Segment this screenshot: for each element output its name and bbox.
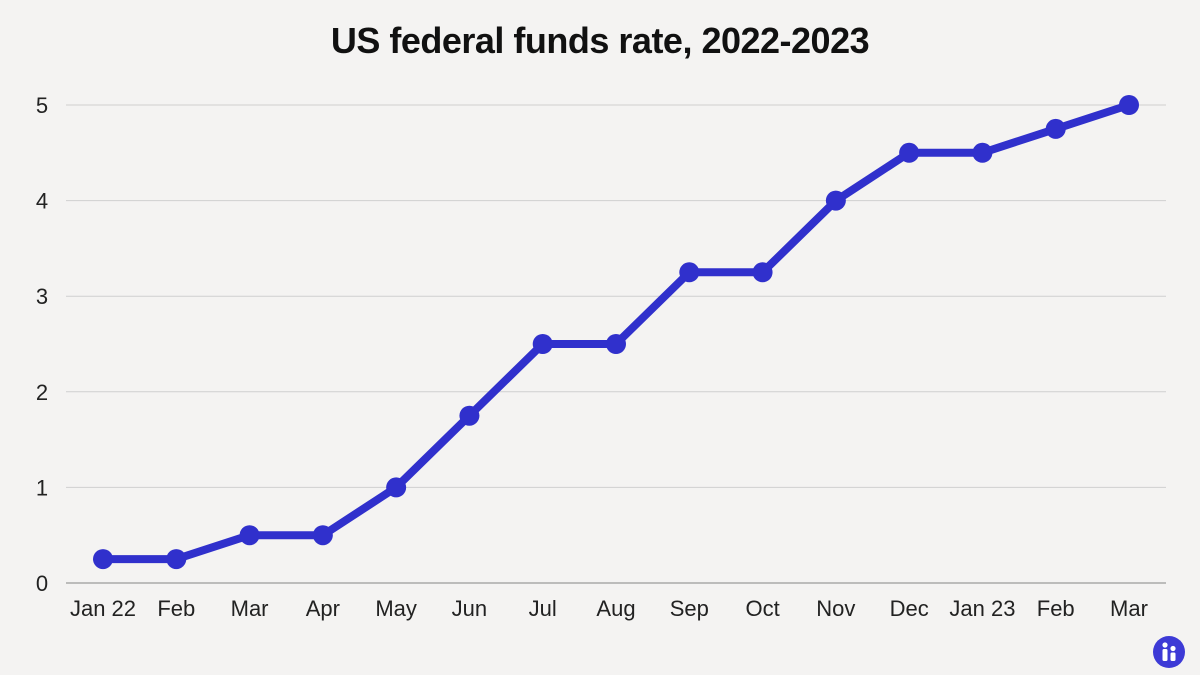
data-point: [752, 262, 773, 283]
x-tick-label: Jan 22: [70, 596, 136, 621]
data-point: [899, 142, 920, 163]
x-tick-label: Feb: [1037, 596, 1075, 621]
data-point: [386, 477, 407, 498]
data-point: [459, 405, 480, 426]
data-point: [1119, 95, 1139, 115]
x-tick-label: Nov: [816, 596, 855, 621]
chart-title: US federal funds rate, 2022-2023: [330, 20, 870, 61]
x-tick-label: Feb: [157, 596, 195, 621]
data-point: [532, 334, 553, 354]
series-line: [99, 101, 1133, 564]
x-tick-label: Aug: [596, 596, 635, 621]
data-point: [1045, 118, 1066, 139]
info-logo-icon: [1153, 636, 1185, 668]
data-point: [312, 525, 333, 546]
x-tick-label: Sep: [670, 596, 709, 621]
x-tick-label: Oct: [745, 596, 779, 621]
data-point: [972, 142, 993, 163]
x-tick-label: May: [375, 596, 417, 621]
y-tick-label: 3: [36, 284, 48, 309]
series-rate: [93, 95, 1139, 570]
x-tick-label: Jul: [529, 596, 557, 621]
y-tick-label: 0: [36, 571, 48, 596]
y-tick-label: 4: [36, 189, 48, 214]
data-point: [606, 334, 626, 354]
data-point: [679, 262, 700, 283]
x-tick-label: Jan 23: [949, 596, 1015, 621]
y-tick-label: 1: [36, 475, 48, 500]
data-point: [166, 549, 187, 570]
x-tick-label: Mar: [1110, 596, 1148, 621]
x-tick-label: Dec: [890, 596, 929, 621]
y-tick-label: 5: [36, 93, 48, 118]
grid-lines: [66, 104, 1166, 584]
data-point: [825, 190, 846, 211]
y-axis-ticks: 0 1 2 3 4 5: [36, 93, 48, 596]
x-tick-label: Mar: [231, 596, 269, 621]
x-tick-label: Apr: [306, 596, 340, 621]
data-point: [239, 525, 260, 546]
data-point: [93, 549, 113, 570]
x-axis-ticks: Jan 22 Feb Mar Apr May Jun Jul Aug Sep Oct Nov Dec J…: [70, 596, 1148, 621]
y-tick-label: 2: [36, 380, 48, 405]
x-tick-label: Jun: [452, 596, 487, 621]
